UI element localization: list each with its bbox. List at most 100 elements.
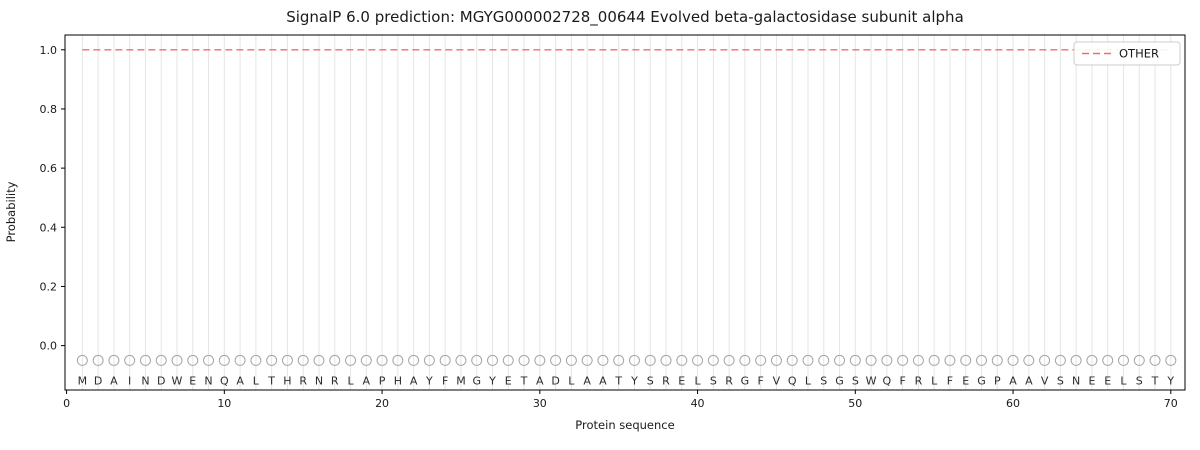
- residue-marker-circle: [581, 354, 593, 366]
- residue-marker-circle: [1133, 354, 1145, 366]
- residue-marker-circle: [676, 354, 688, 366]
- residue-marker-circle: [534, 354, 546, 366]
- residue-marker-circle: [912, 354, 924, 366]
- residue-letter: L: [931, 375, 938, 388]
- residue-marker-circle: [692, 354, 704, 366]
- residue-letter: Y: [630, 375, 638, 388]
- residue-letter: D: [157, 375, 165, 388]
- residue-letter: W: [172, 375, 183, 388]
- residue-letter: A: [363, 375, 371, 388]
- residue-letter: R: [331, 375, 339, 388]
- residue-letter: M: [456, 375, 466, 388]
- residue-letter: A: [1009, 375, 1017, 388]
- residue-marker-circle: [329, 354, 341, 366]
- residue-letter: D: [94, 375, 102, 388]
- residue-letter: W: [866, 375, 877, 388]
- plot-border: [64, 34, 1186, 391]
- residue-letter: L: [805, 375, 812, 388]
- residue-marker-circle: [92, 354, 104, 366]
- residue-marker-circle: [408, 354, 420, 366]
- residue-marker-circle: [786, 354, 798, 366]
- residue-marker-circle: [218, 354, 230, 366]
- residue-marker-circle: [849, 354, 861, 366]
- residue-marker-circle: [1070, 354, 1082, 366]
- residue-letter: E: [505, 375, 512, 388]
- residue-marker-circle: [76, 354, 88, 366]
- residue-letter: R: [725, 375, 733, 388]
- residue-letter: H: [394, 375, 402, 388]
- residue-marker-circle: [1039, 354, 1051, 366]
- residue-marker-circle: [313, 354, 325, 366]
- residue-marker-circle: [345, 354, 357, 366]
- residue-letter: N: [141, 375, 149, 388]
- y-tick-label: 0.6: [40, 162, 58, 175]
- residue-marker-circle: [944, 354, 956, 366]
- residue-letter: F: [757, 375, 763, 388]
- residue-letter: R: [299, 375, 307, 388]
- residue-marker-circle: [471, 354, 483, 366]
- residue-marker-circle: [139, 354, 151, 366]
- residue-marker-circle: [660, 354, 672, 366]
- legend-box: [1073, 41, 1181, 66]
- residue-letter: P: [379, 375, 386, 388]
- residue-marker-circle: [613, 354, 625, 366]
- residue-letter: N: [315, 375, 323, 388]
- residue-letter: Y: [425, 375, 433, 388]
- x-tick-label: 50: [848, 397, 862, 410]
- residue-letter: A: [599, 375, 607, 388]
- residue-letter: Q: [220, 375, 229, 388]
- residue-letter: E: [678, 375, 685, 388]
- residue-marker-circle: [250, 354, 262, 366]
- residue-letter: E: [189, 375, 196, 388]
- residue-letter: T: [1151, 375, 1159, 388]
- x-tick-label: 30: [533, 397, 547, 410]
- residue-letter: A: [1025, 375, 1033, 388]
- residue-marker-circle: [1165, 354, 1177, 366]
- residue-marker-circle: [108, 354, 120, 366]
- residue-marker-circle: [628, 354, 640, 366]
- residue-letter: S: [647, 375, 654, 388]
- x-tick-label: 60: [1006, 397, 1020, 410]
- y-tick-label: 1.0: [40, 44, 58, 57]
- residue-marker-circle: [565, 354, 577, 366]
- residue-letter: V: [1041, 375, 1049, 388]
- residue-letter: A: [410, 375, 418, 388]
- residue-marker-circle: [1007, 354, 1019, 366]
- residue-letter: G: [977, 375, 986, 388]
- residue-letter: N: [1072, 375, 1080, 388]
- residue-marker-circle: [960, 354, 972, 366]
- residue-marker-circle: [770, 354, 782, 366]
- residue-marker-circle: [597, 354, 609, 366]
- residue-marker-circle: [155, 354, 167, 366]
- legend-label-other: OTHER: [1119, 47, 1159, 61]
- residue-letter: L: [694, 375, 701, 388]
- residue-letter: Q: [788, 375, 797, 388]
- residue-marker-circle: [360, 354, 372, 366]
- residue-marker-circle: [991, 354, 1003, 366]
- residue-letter: S: [820, 375, 827, 388]
- residue-letter: E: [1104, 375, 1111, 388]
- residue-letter: R: [915, 375, 923, 388]
- residue-letter: T: [267, 375, 275, 388]
- x-tick-label: 10: [217, 397, 231, 410]
- residue-letter: R: [662, 375, 670, 388]
- residue-marker-circle: [897, 354, 909, 366]
- x-tick-label: 70: [1164, 397, 1178, 410]
- residue-marker-circle: [755, 354, 767, 366]
- residue-letter: S: [852, 375, 859, 388]
- residue-letter: G: [741, 375, 750, 388]
- residue-letter: T: [520, 375, 528, 388]
- residue-marker-circle: [802, 354, 814, 366]
- residue-letter: G: [472, 375, 481, 388]
- y-axis-label: Probability: [4, 181, 18, 242]
- residue-marker-circle: [392, 354, 404, 366]
- gridlines-group: [81, 35, 1172, 390]
- residue-marker-circle: [281, 354, 293, 366]
- residue-marker-circle: [644, 354, 656, 366]
- residue-letter: F: [947, 375, 953, 388]
- residue-marker-circle: [865, 354, 877, 366]
- residue-marker-circle: [171, 354, 183, 366]
- residue-letter: G: [835, 375, 844, 388]
